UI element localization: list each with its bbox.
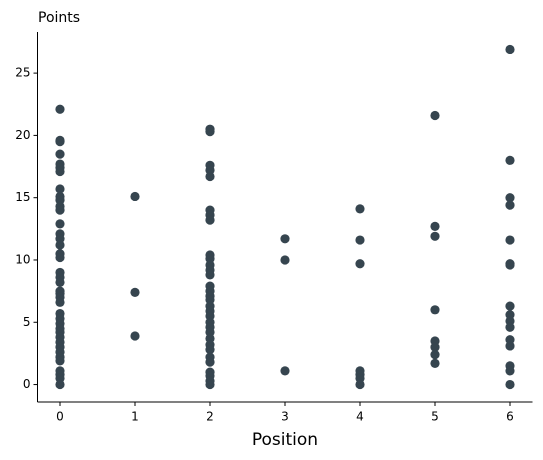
point xyxy=(505,322,515,332)
point xyxy=(130,191,140,202)
x-tick-label: 6 xyxy=(506,410,514,424)
point xyxy=(280,234,290,244)
point xyxy=(505,44,515,55)
point xyxy=(505,155,515,165)
point xyxy=(55,297,65,307)
point xyxy=(55,252,65,263)
point xyxy=(355,259,365,269)
point xyxy=(505,301,515,311)
point xyxy=(280,255,290,265)
x-tick-label: 2 xyxy=(206,410,214,424)
point xyxy=(55,104,65,114)
y-tick-label: 15 xyxy=(15,190,30,204)
point xyxy=(505,260,515,270)
point xyxy=(55,205,65,215)
point xyxy=(430,342,440,352)
point xyxy=(205,270,215,280)
y-tick-label: 10 xyxy=(15,252,30,266)
x-tick-label: 0 xyxy=(56,410,64,424)
point xyxy=(505,341,515,351)
point xyxy=(205,127,215,137)
point xyxy=(505,366,515,376)
y-tick-label: 5 xyxy=(23,315,31,329)
point xyxy=(205,215,215,225)
point xyxy=(505,193,515,203)
point xyxy=(55,166,65,177)
point xyxy=(430,110,440,121)
x-tick-label: 4 xyxy=(356,410,364,424)
point xyxy=(430,305,440,315)
point xyxy=(505,235,515,245)
point xyxy=(280,366,290,376)
point xyxy=(55,137,65,147)
y-axis-label: Points xyxy=(38,10,80,26)
point xyxy=(355,204,365,214)
x-tick-label: 3 xyxy=(281,410,289,424)
point xyxy=(430,231,440,241)
point xyxy=(355,235,365,245)
x-axis-label: Position xyxy=(252,430,318,450)
point xyxy=(130,287,140,297)
point xyxy=(205,345,215,355)
point xyxy=(430,358,440,368)
point xyxy=(55,219,65,229)
point xyxy=(205,379,215,390)
point xyxy=(430,350,440,360)
y-tick-label: 25 xyxy=(15,66,30,80)
point xyxy=(55,240,65,250)
point xyxy=(55,277,65,288)
point xyxy=(55,379,65,390)
point xyxy=(355,379,365,390)
point xyxy=(55,184,65,194)
y-tick-label: 20 xyxy=(15,128,30,142)
point xyxy=(505,200,515,210)
point xyxy=(55,149,65,159)
point xyxy=(55,356,65,366)
point xyxy=(205,357,215,367)
x-tick-label: 5 xyxy=(431,410,439,424)
point xyxy=(430,221,440,231)
point xyxy=(505,379,515,390)
point xyxy=(130,331,140,341)
y-tick-label: 0 xyxy=(23,377,31,391)
x-tick-label: 1 xyxy=(131,410,139,424)
point xyxy=(205,171,215,182)
